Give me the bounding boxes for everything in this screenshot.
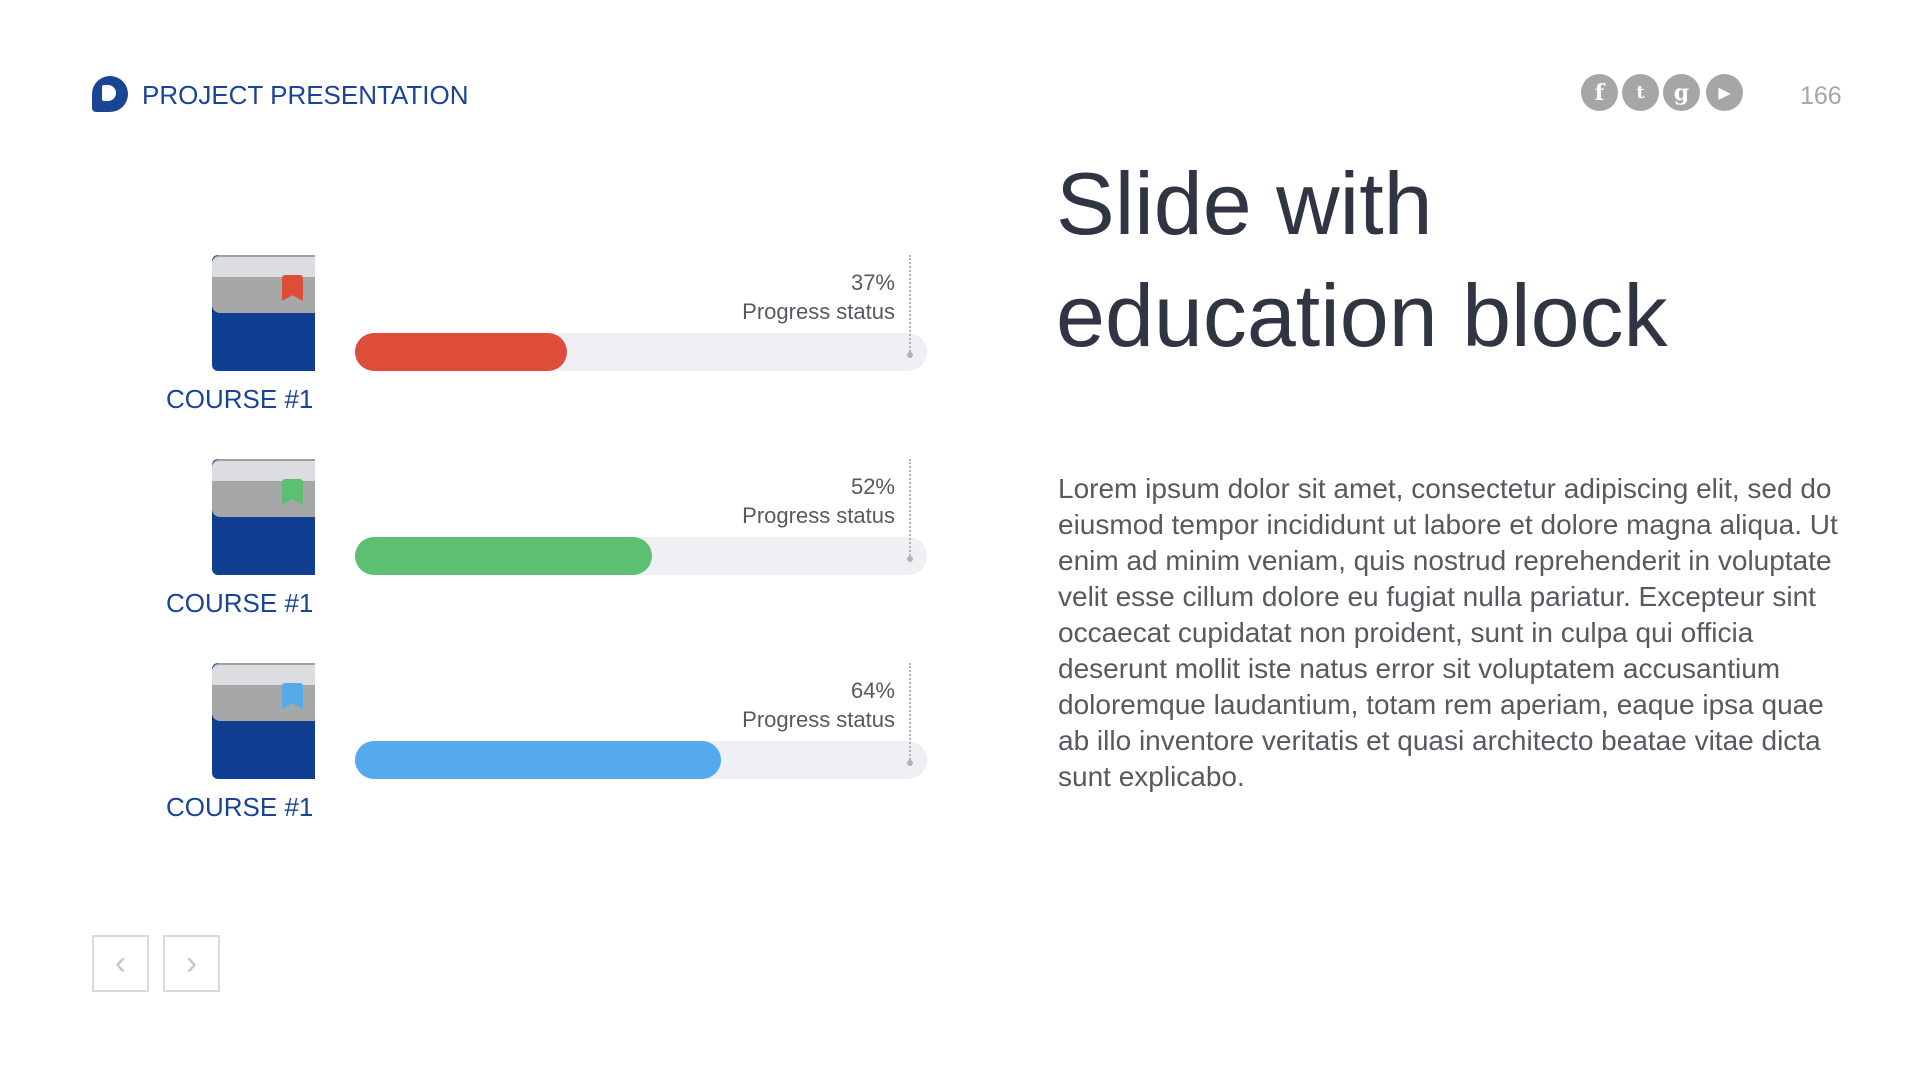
course-row: COURSE #1 37% Progress status	[0, 255, 1000, 455]
book-icon	[212, 459, 315, 575]
progress-end-dot	[907, 760, 913, 766]
book-icon	[212, 663, 315, 779]
course-row: COURSE #1 52% Progress status	[0, 459, 1000, 659]
progress-percent: 52%	[850, 474, 895, 499]
progress-fill	[355, 333, 567, 371]
twitter-icon[interactable]: t	[1622, 74, 1659, 111]
progress-bar	[355, 741, 927, 779]
progress-status-label: Progress status	[742, 503, 895, 528]
facebook-icon[interactable]: f	[1581, 74, 1618, 111]
next-button[interactable]: ›	[163, 935, 220, 992]
bookmark-icon	[282, 479, 303, 505]
progress-end-marker	[909, 255, 911, 355]
page-number: 166	[1800, 82, 1842, 110]
progress-status-label: Progress status	[742, 707, 895, 732]
progress-end-marker	[909, 663, 911, 763]
progress-end-marker	[909, 459, 911, 559]
progress-percent: 37%	[850, 270, 895, 295]
progress-percent: 64%	[850, 678, 895, 703]
brand-title: PROJECT PRESENTATION	[142, 80, 469, 110]
course-label: COURSE #1	[166, 384, 314, 414]
progress-end-dot	[907, 556, 913, 562]
bookmark-icon	[282, 683, 303, 709]
logo-icon	[92, 76, 128, 112]
progress-bar	[355, 333, 927, 371]
progress-fill	[355, 741, 722, 779]
progress-bar	[355, 537, 927, 575]
title-line: education block	[1056, 266, 1668, 365]
course-row: COURSE #1 64% Progress status	[0, 663, 1000, 863]
youtube-icon[interactable]: ▶	[1706, 74, 1743, 111]
title-line: Slide with	[1056, 154, 1433, 253]
progress-status-label: Progress status	[742, 299, 895, 324]
book-icon	[212, 255, 315, 371]
progress-end-dot	[907, 352, 913, 358]
progress-fill	[355, 537, 653, 575]
body-text: Lorem ipsum dolor sit amet, consectetur …	[1058, 473, 1838, 792]
google-plus-icon[interactable]: g	[1663, 74, 1700, 111]
slide-title: Slide with education block	[1056, 148, 1836, 372]
bookmark-icon	[282, 275, 303, 301]
course-label: COURSE #1	[166, 792, 314, 822]
course-label: COURSE #1	[166, 588, 314, 618]
prev-button[interactable]: ‹	[92, 935, 149, 992]
